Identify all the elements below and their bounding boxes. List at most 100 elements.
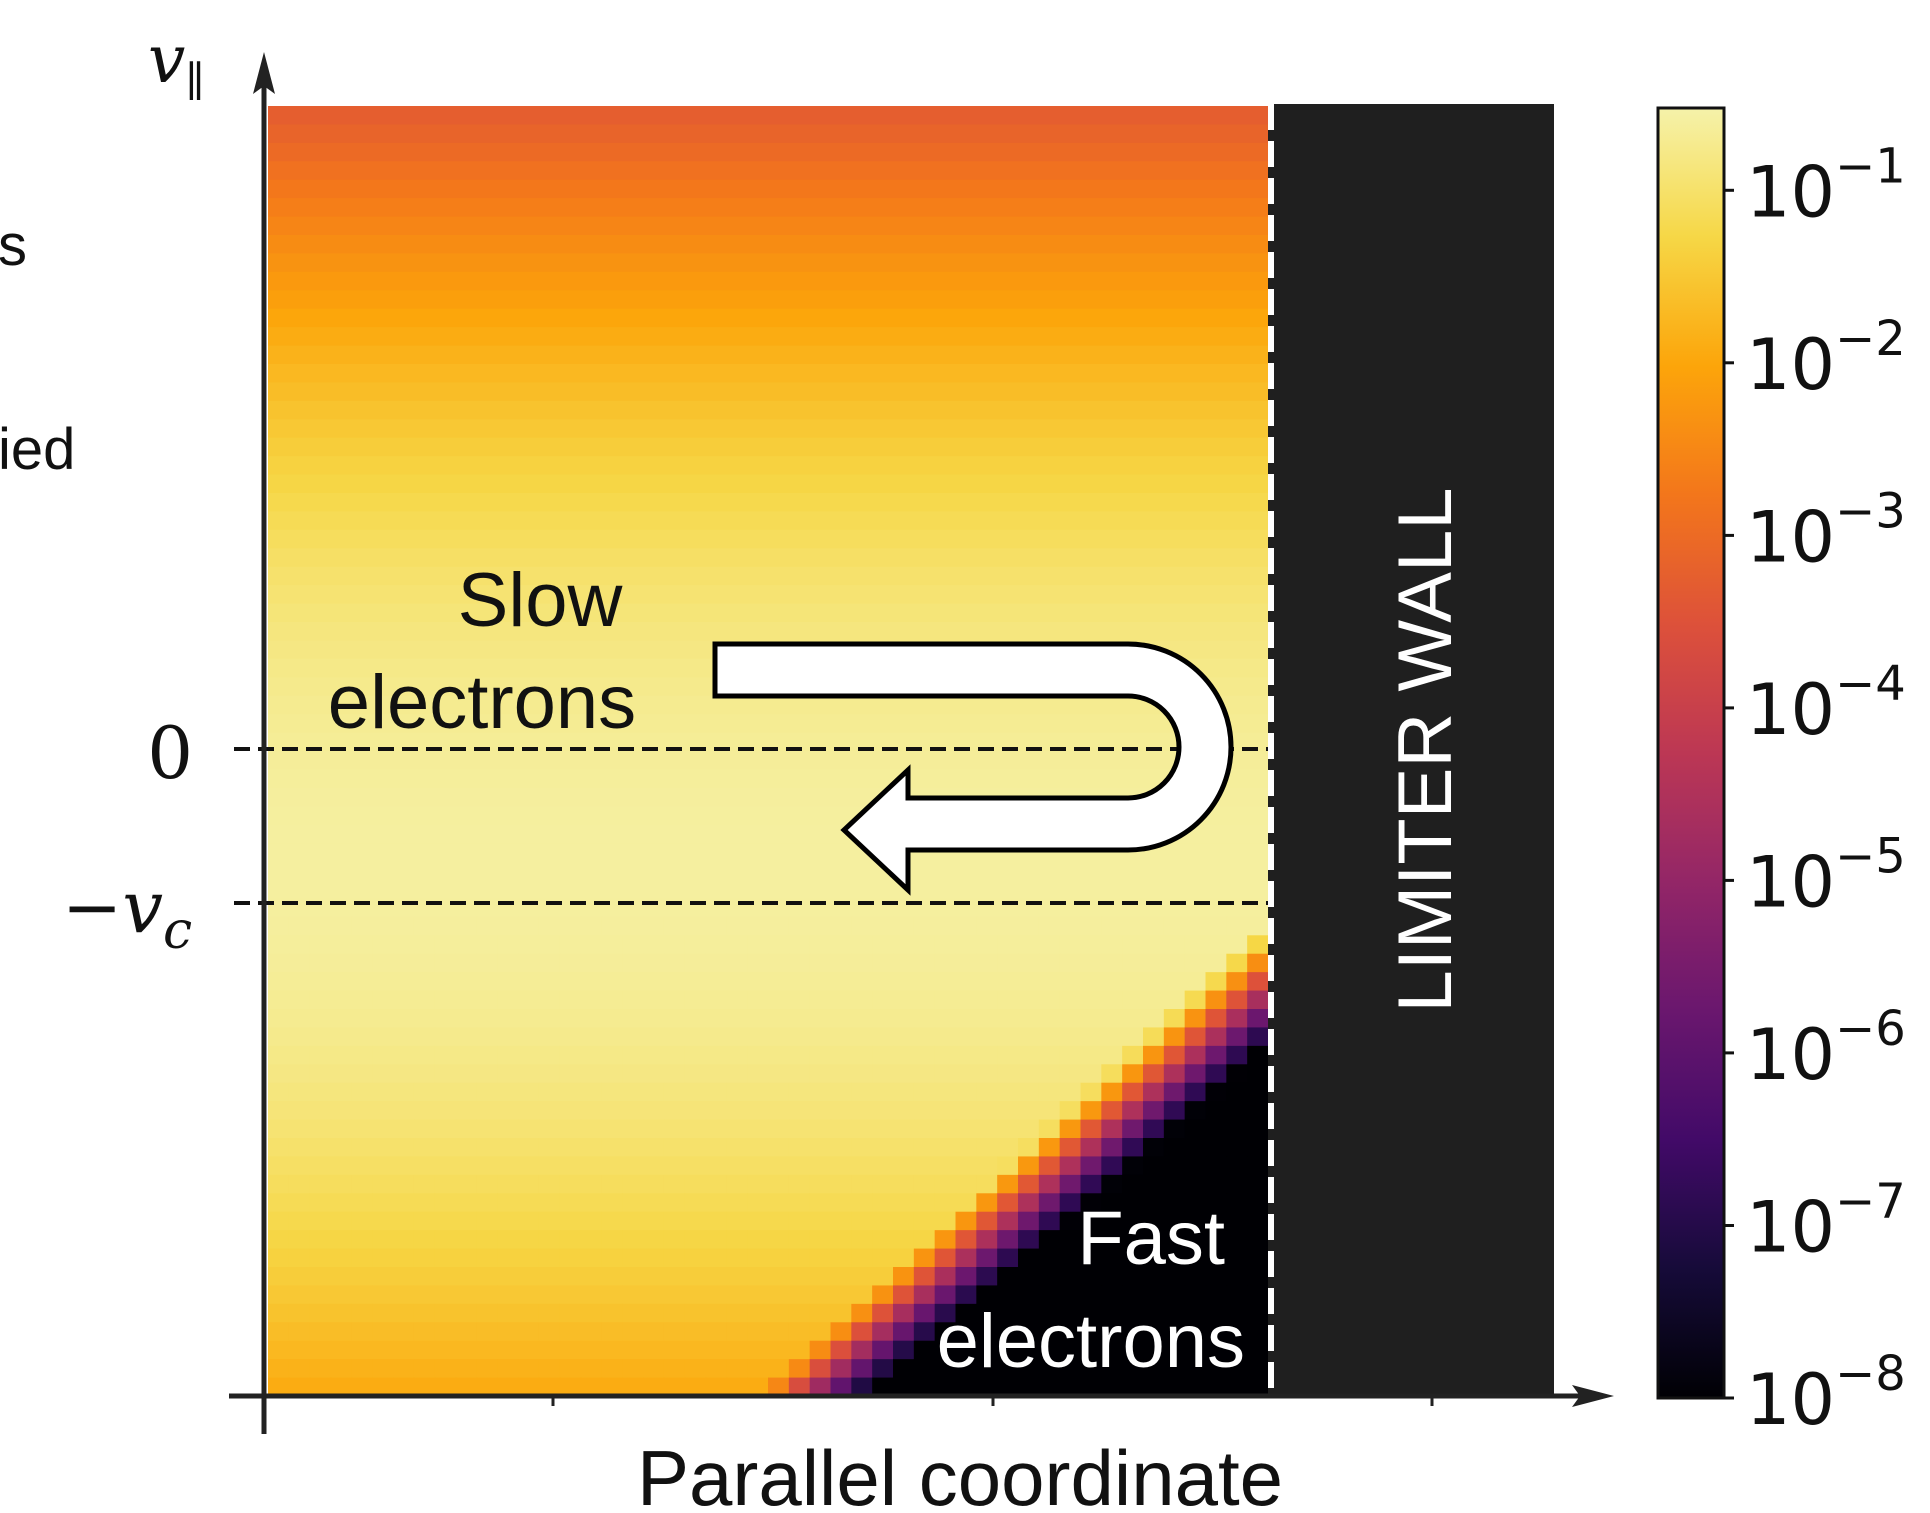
- heatmap-cell: [622, 1027, 644, 1047]
- heatmap-cell: [580, 1267, 603, 1287]
- heatmap-cell: [538, 1359, 561, 1379]
- heatmap-cell: [1101, 1138, 1123, 1158]
- heatmap-cell: [1038, 1064, 1061, 1084]
- heatmap-cell: [268, 382, 1268, 402]
- heatmap-cell: [455, 1303, 478, 1324]
- heatmap-cell: [601, 990, 623, 1010]
- heatmap-cell: [1143, 1267, 1165, 1287]
- heatmap-cell: [622, 916, 644, 937]
- heatmap-cell: [288, 1064, 311, 1084]
- heatmap-cell: [643, 1138, 665, 1158]
- heatmap-cell: [268, 474, 1268, 494]
- heatmap-cell: [934, 953, 957, 973]
- heatmap-cell: [601, 935, 623, 955]
- heatmap-cell: [726, 1138, 748, 1158]
- heatmap-cell: [893, 1303, 915, 1324]
- heatmap-cell: [1122, 1193, 1144, 1213]
- heatmap-cell: [747, 1322, 769, 1342]
- heatmap-cell: [913, 1248, 936, 1268]
- heatmap-cell: [851, 1211, 873, 1231]
- heatmap-cell: [705, 1119, 728, 1139]
- heatmap-cell: [913, 1193, 936, 1213]
- heatmap-cell: [913, 1267, 936, 1287]
- heatmap-cell: [684, 1156, 707, 1176]
- heatmap-cell: [1101, 990, 1123, 1010]
- heatmap-cell: [1059, 1138, 1082, 1158]
- heatmap-cell: [601, 1211, 623, 1231]
- heatmap-cell: [893, 1119, 915, 1139]
- heatmap-cell: [268, 179, 1268, 199]
- heatmap-cell: [518, 1359, 540, 1379]
- heatmap-cell: [976, 1248, 998, 1268]
- heatmap-cell: [851, 972, 873, 992]
- heatmap-cell: [476, 1377, 498, 1397]
- heatmap-cell: [518, 1193, 540, 1213]
- heatmap-cell: [1018, 1211, 1040, 1231]
- heatmap-cell: [1101, 1248, 1123, 1268]
- heatmap-cell: [1205, 1322, 1228, 1342]
- heatmap-cell: [1205, 1027, 1228, 1047]
- heatmap-cell: [913, 1009, 936, 1029]
- heatmap-cell: [643, 1340, 665, 1360]
- heatmap-cell: [872, 1211, 894, 1231]
- heatmap-cell: [497, 935, 519, 955]
- heatmap-cell: [643, 1101, 665, 1121]
- heatmap-cell: [372, 1230, 394, 1250]
- heatmap-cell: [643, 1267, 665, 1287]
- heatmap-cell: [1059, 1285, 1082, 1305]
- heatmap-cell: [726, 916, 748, 937]
- heatmap-cell: [434, 1138, 457, 1158]
- heatmap-cell: [726, 1156, 748, 1176]
- heatmap-cell: [1018, 1248, 1040, 1268]
- heatmap-cell: [372, 953, 394, 973]
- heatmap-cell: [330, 1340, 353, 1360]
- heatmap-cell: [268, 1156, 290, 1176]
- heatmap-cell: [538, 1027, 561, 1047]
- heatmap-cell: [455, 1340, 478, 1360]
- heatmap-cell: [830, 1285, 853, 1305]
- heatmap-cell: [851, 916, 873, 937]
- heatmap-cell: [1143, 1211, 1165, 1231]
- heatmap-cell: [663, 1303, 686, 1324]
- heatmap-cell: [872, 1045, 894, 1066]
- heatmap-cell: [622, 1359, 644, 1379]
- heatmap-cell: [934, 1101, 957, 1121]
- heatmap-cell: [1163, 1322, 1186, 1342]
- heatmap-cell: [268, 953, 290, 973]
- heatmap-cell: [434, 1193, 457, 1213]
- heatmap-cell: [976, 1156, 998, 1176]
- heatmap-cell: [1247, 972, 1269, 992]
- heatmap-cell: [330, 1082, 353, 1102]
- heatmap-cell: [559, 1340, 582, 1360]
- heatmap-cell: [913, 990, 936, 1010]
- heatmap-cell: [851, 1340, 873, 1360]
- heatmap-cell: [559, 1248, 582, 1268]
- heatmap-cell: [622, 972, 644, 992]
- heatmap-cell: [1018, 953, 1040, 973]
- heatmap-cell: [643, 935, 665, 955]
- heatmap-cell: [413, 1285, 436, 1305]
- heatmap-cell: [413, 1009, 436, 1029]
- heatmap-cell: [1226, 1267, 1248, 1287]
- heatmap-cell: [288, 953, 311, 973]
- heatmap-cell: [518, 1027, 540, 1047]
- y-axis-label: v∥: [148, 21, 205, 106]
- heatmap-cell: [1059, 1322, 1082, 1342]
- heatmap-cell: [893, 972, 915, 992]
- heatmap-cell: [726, 1248, 748, 1268]
- heatmap-cell: [851, 1230, 873, 1250]
- heatmap-cell: [1122, 1322, 1144, 1342]
- heatmap-cell: [538, 1377, 561, 1397]
- heatmap-cell: [830, 1377, 853, 1397]
- heatmap-cell: [601, 1045, 623, 1066]
- heatmap-cell: [684, 1267, 707, 1287]
- heatmap-cell: [1205, 1174, 1228, 1195]
- heatmap-cell: [1143, 1082, 1165, 1102]
- heatmap-cell: [538, 1156, 561, 1176]
- heatmap-cell: [518, 1230, 540, 1250]
- heatmap-cell: [622, 1285, 644, 1305]
- heatmap-cell: [643, 1009, 665, 1029]
- heatmap-cell: [455, 1027, 478, 1047]
- heatmap-cell: [538, 1009, 561, 1029]
- heatmap-cell: [809, 1027, 832, 1047]
